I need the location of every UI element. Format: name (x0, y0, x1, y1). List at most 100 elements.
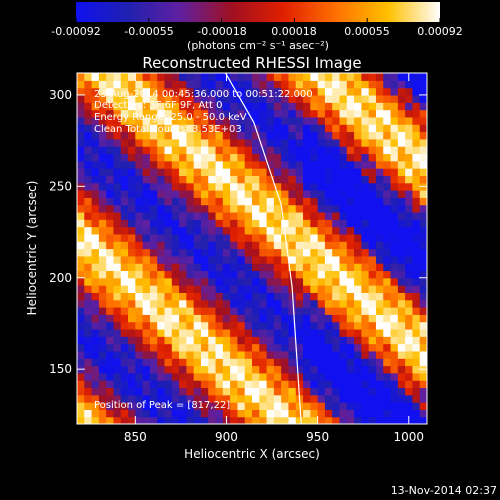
heatmap-cell (186, 131, 195, 140)
heatmap-cell (419, 270, 427, 279)
heatmap-cell (106, 394, 115, 403)
heatmap-cell (412, 160, 421, 169)
heatmap-cell (128, 328, 136, 337)
heatmap-cell (375, 409, 384, 418)
heatmap-cell (186, 80, 195, 89)
heatmap-cell (179, 270, 187, 279)
heatmap-cell (390, 387, 399, 396)
heatmap-cell (142, 372, 151, 381)
heatmap-cell (339, 131, 348, 140)
heatmap-cell (244, 233, 253, 242)
heatmap-cell (149, 102, 158, 111)
heatmap-cell (354, 394, 362, 403)
heatmap-cell (368, 299, 377, 308)
heatmap-cell (390, 94, 399, 103)
heatmap-cell (98, 204, 107, 213)
heatmap-cell (98, 365, 107, 374)
heatmap-cell (222, 124, 231, 133)
heatmap-cell (375, 387, 384, 396)
heatmap-cell (419, 109, 427, 118)
heatmap-cell (215, 350, 224, 359)
heatmap-cell (273, 73, 282, 81)
heatmap-cell (98, 80, 107, 89)
heatmap-cell (273, 233, 282, 242)
heatmap-cell (98, 241, 107, 250)
heatmap-cell (281, 175, 290, 184)
heatmap-cell (252, 241, 260, 250)
heatmap-cell (106, 160, 115, 169)
heatmap-cell (332, 168, 341, 176)
heatmap-cell (157, 350, 166, 359)
heatmap-cell (346, 394, 355, 403)
heatmap-cell (106, 116, 115, 125)
heatmap-cell (273, 336, 282, 345)
heatmap-cell (193, 80, 202, 89)
heatmap-cell (259, 314, 268, 323)
heatmap-cell (222, 409, 231, 418)
heatmap-cell (419, 380, 427, 389)
heatmap-cell (383, 116, 392, 125)
heatmap-cell (215, 153, 224, 162)
heatmap-cell (230, 73, 239, 81)
heatmap-cell (164, 124, 173, 133)
heatmap-cell (324, 211, 333, 220)
heatmap-cell (266, 197, 275, 206)
heatmap-cell (135, 190, 144, 198)
heatmap-cell (273, 219, 282, 228)
heatmap-cell (266, 299, 275, 308)
heatmap-cell (128, 124, 136, 133)
heatmap-cell (324, 80, 333, 89)
heatmap-cell (361, 380, 370, 389)
heatmap-cell (237, 350, 246, 359)
heatmap-cell (120, 321, 129, 330)
heatmap-cell (215, 336, 224, 345)
heatmap-cell (295, 358, 304, 367)
heatmap-cell (244, 292, 253, 301)
heatmap-cell (412, 124, 421, 133)
heatmap-cell (157, 409, 166, 418)
heatmap-cell (346, 190, 355, 198)
heatmap-cell (419, 255, 427, 264)
heatmap-cell (273, 87, 282, 96)
heatmap-cell (346, 241, 355, 250)
heatmap-cell (390, 73, 399, 81)
heatmap-cell (222, 380, 231, 389)
heatmap-cell (317, 87, 326, 96)
heatmap-cell (157, 299, 166, 308)
heatmap-cell (208, 241, 217, 250)
heatmap-cell (361, 387, 370, 396)
heatmap-cell (113, 73, 122, 81)
heatmap-cell (368, 336, 377, 345)
heatmap-cell (295, 116, 304, 125)
heatmap-cell (237, 160, 246, 169)
heatmap-cell (317, 270, 326, 279)
heatmap-cell (77, 219, 85, 228)
heatmap-cell (390, 307, 399, 315)
heatmap-cell (273, 255, 282, 264)
heatmap-cell (98, 109, 107, 118)
heatmap-cell (368, 197, 377, 206)
heatmap-cell (310, 328, 319, 337)
heatmap-cell (215, 416, 224, 424)
heatmap-cell (383, 168, 392, 176)
heatmap-cell (244, 387, 253, 396)
heatmap-cell (310, 285, 319, 293)
heatmap-cell (186, 168, 195, 176)
heatmap-cell (339, 394, 348, 403)
heatmap-cell (215, 226, 224, 235)
heatmap-cell (237, 131, 246, 140)
heatmap-cell (164, 80, 173, 89)
heatmap-cell (405, 285, 414, 293)
heatmap-cell (252, 380, 260, 389)
heatmap-cell (332, 146, 341, 155)
heatmap-cell (222, 211, 231, 220)
heatmap-cell (128, 343, 136, 352)
heatmap-cell (149, 73, 158, 81)
heatmap-cell (222, 204, 231, 213)
heatmap-cell (237, 241, 246, 250)
heatmap-cell (397, 131, 406, 140)
heatmap-cell (354, 204, 362, 213)
heatmap-cell (84, 285, 93, 293)
heatmap-cell (266, 73, 275, 81)
heatmap-cell (186, 160, 195, 169)
